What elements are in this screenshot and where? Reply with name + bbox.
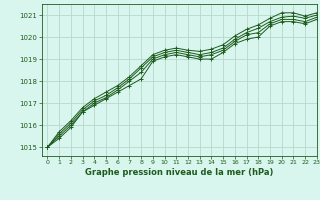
X-axis label: Graphe pression niveau de la mer (hPa): Graphe pression niveau de la mer (hPa) — [85, 168, 273, 177]
